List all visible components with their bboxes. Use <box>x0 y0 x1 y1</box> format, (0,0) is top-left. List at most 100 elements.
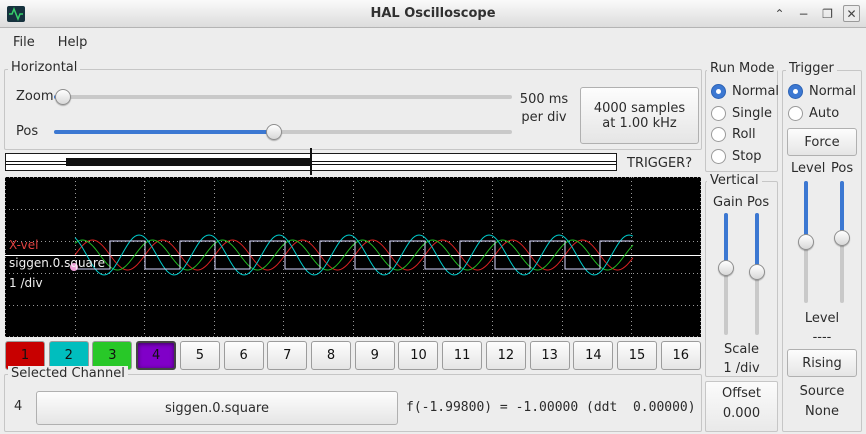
channel-row: 1 2 3 4 5 6 7 8 9 10 11 12 13 14 15 16 <box>5 341 701 370</box>
app-icon <box>7 6 25 22</box>
channel-button-12[interactable]: 12 <box>485 341 526 370</box>
offset-button[interactable] <box>705 381 778 432</box>
pos-label: Pos <box>16 124 39 139</box>
radio-dot-icon <box>788 105 803 121</box>
channel-button-10[interactable]: 10 <box>398 341 439 370</box>
channel-button-7[interactable]: 7 <box>267 341 308 370</box>
window-controls: ⌃ − ❐ ✕ <box>771 5 860 22</box>
trace-channel-3 <box>74 239 634 271</box>
close-icon[interactable]: ✕ <box>843 5 860 22</box>
radio-label: Roll <box>732 126 756 142</box>
radio-dot-icon <box>711 105 726 121</box>
per-div-value: 500 ms <box>519 92 569 107</box>
zoom-slider-handle[interactable] <box>55 89 72 105</box>
trigger-status-label: TRIGGER? <box>627 156 693 171</box>
trigger-level-slider[interactable] <box>797 181 815 303</box>
trigger-pos-fill <box>840 181 844 239</box>
vertical-gain-label: Gain <box>713 195 743 210</box>
menu-help[interactable]: Help <box>57 34 88 50</box>
trace-X-vel <box>74 239 634 271</box>
channel-button-4[interactable]: 4 <box>136 341 177 370</box>
vertical-pos-label: Pos <box>747 195 770 210</box>
horizontal-pos-slider[interactable] <box>54 123 512 141</box>
per-div-caption: per div <box>521 110 567 125</box>
selected-channel-frame <box>4 374 702 432</box>
trigger-edge-button[interactable]: Rising <box>787 349 857 377</box>
channel-button-8[interactable]: 8 <box>311 341 352 370</box>
run-mode-roll-radio[interactable]: Roll <box>711 126 756 142</box>
trace-channel-2 <box>74 234 634 276</box>
vertical-pos-slider[interactable] <box>748 213 766 335</box>
selected-channel-readout: f(-1.99800) = -1.00000 (ddt 0.00000) <box>406 400 696 415</box>
run-mode-single-radio[interactable]: Single <box>711 105 772 121</box>
force-trigger-button[interactable]: Force <box>787 128 857 156</box>
selected-channel-name: siggen.0.square <box>165 400 269 416</box>
preview-captured[interactable] <box>65 158 310 166</box>
channel-button-13[interactable]: 13 <box>529 341 570 370</box>
pos-slider-handle[interactable] <box>265 124 282 140</box>
vertical-pos-fill <box>755 213 759 272</box>
channel-button-15[interactable]: 15 <box>617 341 658 370</box>
trigger-source-label[interactable]: Source <box>799 384 845 399</box>
scope-label-channel4: siggen.0.square <box>9 256 105 270</box>
scale-caption: Scale <box>724 342 759 357</box>
radio-label: Stop <box>732 148 762 164</box>
force-button-label: Force <box>804 134 840 150</box>
trigger-pos-slider[interactable] <box>833 181 851 303</box>
radio-dot-icon <box>788 83 803 99</box>
vertical-gain-handle[interactable] <box>718 259 734 276</box>
radio-label: Normal <box>809 83 857 99</box>
scope-svg <box>5 177 701 337</box>
selected-channel-frame-title: Selected Channel <box>8 366 128 382</box>
trigger-level-label: Level <box>791 161 826 176</box>
horizontal-frame <box>4 69 702 150</box>
radio-label: Single <box>732 105 772 121</box>
trigger-edge-label: Rising <box>802 355 842 371</box>
channel-button-16[interactable]: 16 <box>660 341 701 370</box>
radio-dot-icon <box>711 148 726 164</box>
trigger-source-value[interactable]: None <box>805 404 839 419</box>
scope-label-scale: 1 /div <box>9 276 43 290</box>
pos-slider-fill <box>54 130 274 134</box>
zoom-slider[interactable] <box>54 88 512 106</box>
channel-button-1[interactable]: 1 <box>5 341 45 370</box>
trigger-level-value: ---- <box>812 330 832 345</box>
trigger-pos-handle[interactable] <box>834 230 850 247</box>
window-title: HAL Oscilloscope <box>370 6 496 21</box>
vertical-pos-handle[interactable] <box>749 263 765 280</box>
scale-value: 1 /div <box>723 361 760 376</box>
trigger-normal-radio[interactable]: Normal <box>788 83 856 99</box>
menu-file[interactable]: File <box>13 34 35 50</box>
record-preview-bar[interactable] <box>5 153 617 171</box>
maximize-icon[interactable]: ❐ <box>822 6 833 21</box>
sample-rate-button[interactable]: 4000 samples at 1.00 kHz <box>580 87 699 144</box>
channel-button-3[interactable]: 3 <box>92 341 133 370</box>
radio-dot-icon <box>711 126 726 142</box>
trigger-auto-radio[interactable]: Auto <box>788 105 839 121</box>
pos-slider-track[interactable] <box>54 130 512 134</box>
run-mode-stop-radio[interactable]: Stop <box>711 148 762 164</box>
trigger-level-fill <box>804 181 808 242</box>
selected-channel-name-button[interactable]: siggen.0.square <box>36 391 398 425</box>
radio-dot-icon <box>711 83 726 99</box>
selected-sample-marker <box>70 263 78 271</box>
minimize-icon[interactable]: − <box>798 6 809 21</box>
channel-button-5[interactable]: 5 <box>179 341 220 370</box>
horizontal-frame-title: Horizontal <box>8 60 81 76</box>
trigger-level-handle[interactable] <box>798 234 814 250</box>
selected-channel-number: 4 <box>14 399 23 414</box>
offset-caption: Offset <box>721 386 762 401</box>
channel-button-11[interactable]: 11 <box>442 341 483 370</box>
zoom-slider-track[interactable] <box>54 95 512 99</box>
scope-display[interactable]: X-vel siggen.0.square 1 /div <box>5 177 701 337</box>
run-mode-frame-title: Run Mode <box>707 61 778 77</box>
run-mode-normal-radio[interactable]: Normal <box>711 83 779 99</box>
shade-icon[interactable]: ⌃ <box>774 6 785 21</box>
trigger-pos-label: Pos <box>831 161 854 176</box>
channel-button-14[interactable]: 14 <box>573 341 614 370</box>
titlebar[interactable]: HAL Oscilloscope ⌃ − ❐ ✕ <box>0 0 866 28</box>
vertical-gain-slider[interactable] <box>717 213 735 335</box>
channel-button-6[interactable]: 6 <box>223 341 264 370</box>
channel-button-9[interactable]: 9 <box>354 341 395 370</box>
